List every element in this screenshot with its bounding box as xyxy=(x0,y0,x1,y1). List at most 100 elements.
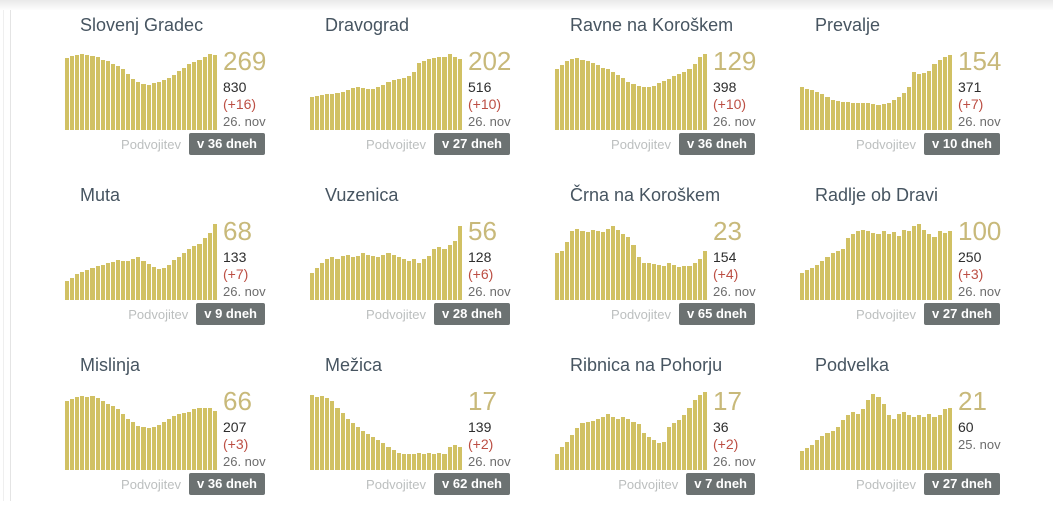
municipality-bar-chart[interactable] xyxy=(310,392,462,470)
bar xyxy=(381,254,386,300)
doubling-badge: v 27 dneh xyxy=(924,303,1000,325)
date-label: 26. nov xyxy=(223,114,266,129)
bar xyxy=(442,453,447,470)
municipality-bar-chart[interactable] xyxy=(555,52,707,130)
bar xyxy=(896,413,901,470)
bar xyxy=(656,442,661,470)
bar xyxy=(702,53,707,130)
bar xyxy=(825,432,830,470)
date-label: 26. nov xyxy=(468,284,511,299)
card-footer: Podvojitev v 36 dneh xyxy=(555,133,755,155)
bar xyxy=(682,72,687,130)
bar xyxy=(355,87,360,130)
card-main: 56 128 (+6) 26. nov xyxy=(310,218,511,300)
bar xyxy=(136,81,141,130)
municipality-title: Slovenj Gradec xyxy=(80,15,204,35)
municipality-bar-chart[interactable] xyxy=(65,392,217,470)
total-cases-number: 207 xyxy=(223,419,247,435)
bar xyxy=(386,253,391,300)
bar xyxy=(866,231,871,300)
bar xyxy=(110,406,115,470)
bar xyxy=(845,237,850,300)
bar xyxy=(830,431,835,470)
municipality-bar-chart[interactable] xyxy=(310,222,462,300)
bar xyxy=(161,268,166,300)
doubling-label: Podvojitev xyxy=(611,306,672,322)
municipality-bar-chart[interactable] xyxy=(555,222,707,300)
municipality-bar-chart[interactable] xyxy=(800,52,952,130)
bar xyxy=(427,59,432,130)
bar xyxy=(815,264,820,300)
municipality-bar-chart[interactable] xyxy=(555,392,707,470)
municipality-card: Muta 68 133 (+7) 26. nov Podvojitev v 9 … xyxy=(65,185,266,355)
bar xyxy=(335,93,340,130)
municipality-card: Prevalje 154 371 (+7) 26. nov Podvojitev… xyxy=(800,15,1002,185)
bar xyxy=(947,231,952,300)
bar xyxy=(90,55,95,130)
bar xyxy=(565,241,570,300)
bar xyxy=(115,66,121,130)
bar xyxy=(192,246,197,300)
municipality-bar-chart[interactable] xyxy=(800,392,952,470)
bar xyxy=(202,407,207,470)
date-label: 26. nov xyxy=(468,454,511,469)
bar xyxy=(401,77,406,130)
bar xyxy=(406,76,411,130)
total-cases-number: 139 xyxy=(468,419,492,435)
bar xyxy=(876,233,881,300)
doubling-badge: v 9 dneh xyxy=(196,303,265,325)
bar xyxy=(386,82,391,130)
stats-column: 17 36 (+2) 26. nov xyxy=(713,388,756,472)
bar xyxy=(641,87,646,130)
bar xyxy=(422,454,427,470)
bar xyxy=(626,236,631,300)
municipality-bar-chart[interactable] xyxy=(800,222,952,300)
bar xyxy=(825,97,830,130)
bar xyxy=(345,90,350,130)
bar xyxy=(131,422,136,470)
bar xyxy=(95,57,100,130)
bar xyxy=(906,415,912,470)
bar xyxy=(457,446,462,470)
bar xyxy=(350,87,355,130)
doubling-badge: v 36 dneh xyxy=(189,133,265,155)
bar xyxy=(310,272,315,300)
bar xyxy=(381,84,386,130)
bar xyxy=(371,437,376,470)
bar xyxy=(156,424,161,470)
bar xyxy=(585,421,590,470)
bar xyxy=(345,254,350,300)
bar xyxy=(437,452,442,470)
bar xyxy=(886,415,891,470)
new-cases-delta: (+7) xyxy=(223,266,249,282)
municipality-bar-chart[interactable] xyxy=(65,52,217,130)
bar xyxy=(320,94,325,130)
bar xyxy=(667,262,672,300)
bar xyxy=(65,58,70,130)
bar xyxy=(355,255,360,300)
stats-column: 68 133 (+7) 26. nov xyxy=(223,218,266,302)
bar xyxy=(835,250,840,300)
bar xyxy=(881,104,886,130)
bar xyxy=(595,65,600,130)
bar xyxy=(146,264,151,300)
bar xyxy=(345,418,350,470)
municipality-bar-chart[interactable] xyxy=(65,222,217,300)
municipality-card: Dravograd 202 516 (+10) 26. nov Podvojit… xyxy=(310,15,512,185)
bar xyxy=(131,78,136,130)
bar xyxy=(871,104,876,130)
bar xyxy=(330,94,335,130)
active-cases-number: 154 xyxy=(958,46,1002,76)
bar xyxy=(631,83,636,130)
bar xyxy=(661,441,667,470)
bar xyxy=(156,268,161,300)
bar xyxy=(626,81,631,130)
bar xyxy=(100,264,105,300)
bar xyxy=(917,224,922,300)
bar xyxy=(325,398,330,470)
municipality-bar-chart[interactable] xyxy=(310,52,462,130)
bar xyxy=(422,60,427,130)
active-cases-number: 202 xyxy=(468,46,512,76)
bar xyxy=(565,441,570,470)
bar xyxy=(830,253,835,300)
